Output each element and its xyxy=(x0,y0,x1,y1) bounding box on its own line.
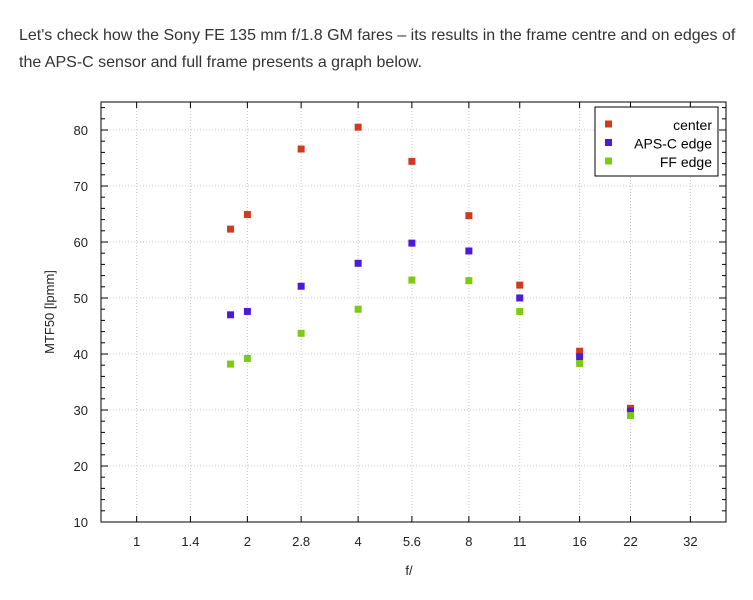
x-tick-label: 32 xyxy=(683,534,697,549)
x-tick-label: 5.6 xyxy=(403,534,421,549)
y-tick-label: 70 xyxy=(74,179,88,194)
data-point xyxy=(354,123,362,131)
data-point xyxy=(408,239,416,247)
data-point xyxy=(516,307,524,315)
data-point xyxy=(243,354,251,362)
x-tick-label: 2.8 xyxy=(292,534,310,549)
y-axis-title: MTF50 [lpmm] xyxy=(42,270,57,354)
axis-ticks xyxy=(101,102,726,523)
legend-marker xyxy=(605,120,612,128)
plot-frame xyxy=(100,101,727,523)
x-tick-label: 4 xyxy=(355,534,362,549)
y-tick-labels: 10 20 30 40 50 60 70 80 xyxy=(74,123,88,530)
legend-label: APS-C edge xyxy=(634,136,712,152)
data-point xyxy=(465,277,473,285)
series-center xyxy=(227,123,634,412)
y-tick-label: 30 xyxy=(74,403,88,418)
legend: center APS-C edge FF edge xyxy=(594,106,719,177)
data-point xyxy=(227,311,235,319)
data-point xyxy=(576,360,584,368)
data-point xyxy=(465,212,473,220)
x-tick-label: 1.4 xyxy=(181,534,199,549)
x-tick-label: 11 xyxy=(513,534,527,549)
x-tick-label: 8 xyxy=(465,534,472,549)
data-point xyxy=(408,276,416,284)
data-point xyxy=(243,307,251,315)
x-tick-label: 2 xyxy=(244,534,251,549)
x-tick-label: 16 xyxy=(572,534,586,549)
data-point xyxy=(626,407,634,415)
data-point xyxy=(354,259,362,267)
data-point xyxy=(354,305,362,313)
y-tick-label: 10 xyxy=(74,515,88,530)
data-point xyxy=(626,412,634,420)
intro-paragraph: Let's check how the Sony FE 135 mm f/1.8… xyxy=(19,27,736,71)
series-aps-c-edge xyxy=(227,239,634,415)
data-point xyxy=(576,347,584,355)
y-tick-label: 40 xyxy=(74,347,88,362)
legend-marker xyxy=(605,157,612,165)
y-tick-label: 20 xyxy=(74,459,88,474)
data-point xyxy=(297,282,305,290)
x-axis-title: f/ xyxy=(405,563,413,578)
data-point xyxy=(227,225,235,233)
y-tick-label: 80 xyxy=(74,123,88,138)
legend-label: FF edge xyxy=(660,154,712,170)
legend-box xyxy=(594,106,719,177)
legend-marker xyxy=(605,139,612,146)
data-points xyxy=(227,123,634,420)
x-tick-label: 1 xyxy=(133,534,140,549)
legend-label: center xyxy=(673,117,712,133)
data-point xyxy=(516,281,524,289)
x-tick-labels: 1 1.4 2 2.8 4 5.6 8 11 16 22 32 xyxy=(133,534,698,549)
data-point xyxy=(243,211,251,219)
data-point xyxy=(227,360,235,368)
y-tick-label: 50 xyxy=(74,291,88,306)
data-point xyxy=(516,294,524,302)
data-point xyxy=(297,145,305,153)
data-point xyxy=(576,353,584,361)
series-ff-edge xyxy=(227,276,634,420)
data-point xyxy=(465,247,473,255)
data-point xyxy=(297,329,305,337)
data-point xyxy=(408,157,416,165)
y-tick-label: 60 xyxy=(74,235,88,250)
x-tick-label: 22 xyxy=(623,534,637,549)
